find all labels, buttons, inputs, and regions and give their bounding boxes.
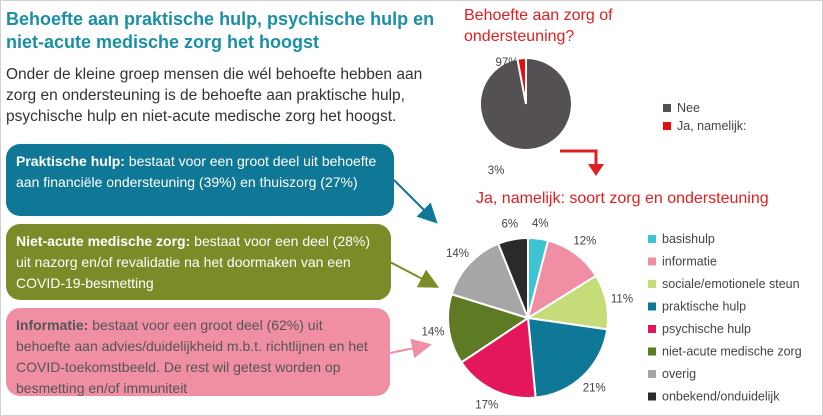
slide-title: Behoefte aan praktische hulp, psychische… bbox=[6, 9, 435, 52]
legend-label: informatie bbox=[662, 255, 717, 269]
callout-head: Niet-acute medische zorg: bbox=[16, 233, 191, 249]
pie-data-label: 97% bbox=[495, 57, 518, 69]
legend-label: Ja, namelijk: bbox=[677, 119, 746, 133]
callout-head: Informatie: bbox=[16, 317, 89, 333]
intro-text: Onder de kleine groep mensen die wél beh… bbox=[6, 66, 423, 125]
chart1-title: Behoefte aan zorg of ondersteuning? bbox=[464, 7, 613, 45]
legend-swatch bbox=[648, 347, 656, 356]
legend-swatch bbox=[648, 280, 656, 288]
arrow-praktische-hulp bbox=[393, 179, 438, 224]
pie-data-label: 11% bbox=[611, 293, 633, 305]
legend-swatch bbox=[648, 257, 656, 266]
callout-body: bestaat voor een groot deel (62%) uit be… bbox=[16, 317, 368, 396]
legend-label: psychische hulp bbox=[662, 322, 751, 336]
callout-body: bestaat voor een groot deel uit behoefte… bbox=[16, 153, 377, 190]
pie-slice-onbekend-onduidelijk bbox=[496, 236, 529, 319]
callout-informatie: Informatie: bestaat voor een groot deel … bbox=[6, 308, 390, 396]
legend-swatch bbox=[648, 235, 656, 243]
pie-data-label: 3% bbox=[488, 165, 505, 177]
pie-data-label: 14% bbox=[446, 248, 469, 260]
pie-data-label: 6% bbox=[502, 219, 519, 231]
legend-label: praktische hulp bbox=[662, 300, 746, 314]
pie-slice-psychische-hulp bbox=[460, 316, 537, 400]
pie-data-label: 4% bbox=[532, 218, 549, 230]
arrow-niet-acute-zorg bbox=[389, 261, 440, 288]
pie-slice-informatie bbox=[526, 239, 598, 321]
legend-swatch bbox=[648, 302, 656, 311]
pie-data-label: 14% bbox=[421, 327, 444, 339]
chart2-title: Ja, namelijk: soort zorg en ondersteunin… bbox=[476, 190, 769, 207]
pie-data-label: 17% bbox=[475, 400, 498, 412]
pie-data-label: 12% bbox=[573, 236, 596, 248]
pie-slice-ja-namelijk bbox=[516, 56, 527, 105]
legend-swatch bbox=[648, 392, 656, 401]
legend-swatch bbox=[663, 104, 671, 112]
connector-arrowhead bbox=[588, 164, 604, 176]
legend-label: niet-acute medische zorg bbox=[662, 345, 802, 359]
legend-swatch bbox=[648, 325, 656, 333]
callout-niet-acute-zorg: Niet-acute medische zorg: bestaat voor e… bbox=[6, 224, 391, 300]
legend-label: Nee bbox=[677, 101, 700, 115]
legend-label: sociale/emotionele steun bbox=[662, 277, 800, 291]
callout-head: Praktische hulp: bbox=[16, 153, 125, 169]
legend-label: basishulp bbox=[662, 232, 715, 246]
pie-slice-overig bbox=[450, 242, 530, 320]
pie-slice-praktische-hulp bbox=[526, 316, 609, 399]
arrow-informatie bbox=[389, 338, 432, 359]
pie-data-label: 21% bbox=[583, 382, 606, 394]
callout-praktische-hulp: Praktische hulp: bestaat voor een groot … bbox=[6, 144, 394, 216]
pie-slice-niet-acute-medische-zorg bbox=[447, 292, 531, 364]
legend-label: onbekend/onduidelijk bbox=[662, 390, 780, 404]
callout-body: bestaat voor een deel (28%) uit nazorg e… bbox=[16, 233, 371, 291]
legend-swatch bbox=[648, 370, 656, 378]
legend-swatch bbox=[663, 122, 671, 130]
legend-label: overig bbox=[662, 367, 696, 381]
connector-arrow bbox=[560, 149, 598, 166]
